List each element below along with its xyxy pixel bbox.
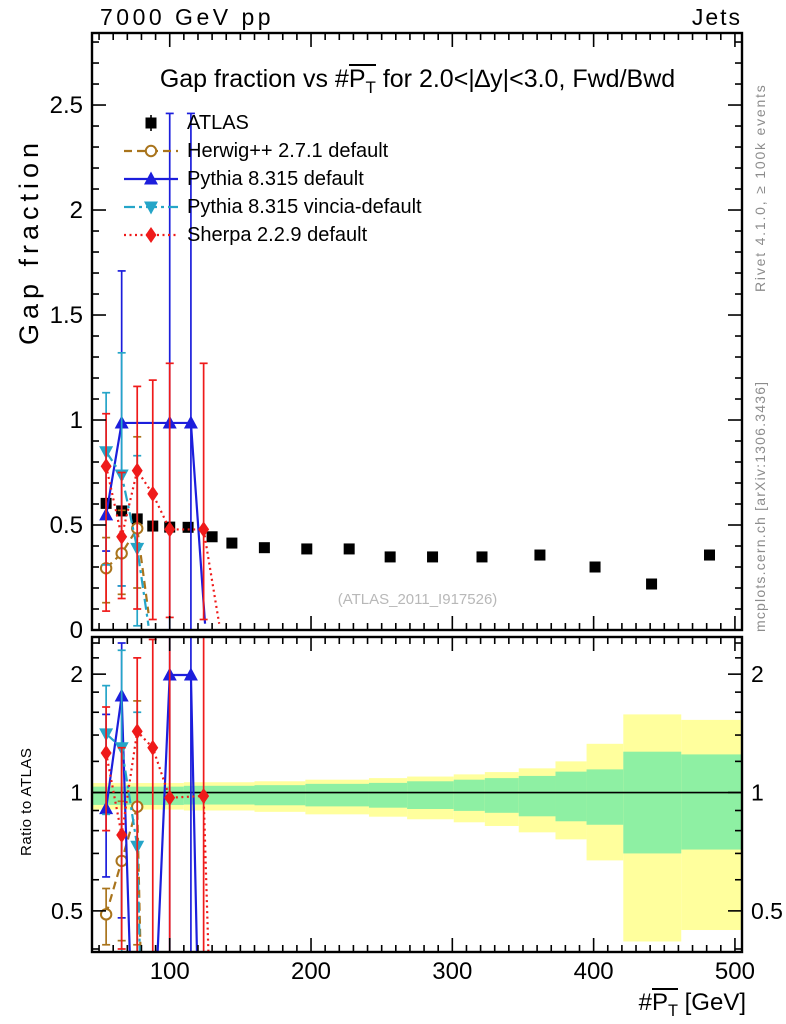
svg-text:400: 400 <box>574 958 614 985</box>
analysis-watermark: (ATLAS_2011_I917526) <box>337 591 498 608</box>
ratio-panel <box>90 635 744 954</box>
title-t-subscript: T <box>365 78 376 97</box>
title-p: P <box>348 65 366 93</box>
sherpa-marker-icon <box>124 227 178 243</box>
title-pre: Gap fraction vs # <box>159 65 349 93</box>
xlabel-pre: # <box>638 989 652 1016</box>
main-panel <box>90 31 744 632</box>
xlabel-p: P <box>651 989 668 1016</box>
header-analysis-group: Jets <box>691 4 742 30</box>
pythia-vincia-marker-icon <box>124 201 178 215</box>
svg-text:500: 500 <box>715 958 755 985</box>
svg-text:0.5: 0.5 <box>50 512 83 539</box>
legend-item-pythia-default: Pythia 8.315 default <box>123 165 422 193</box>
ratio-panel-content <box>93 638 741 951</box>
legend-item-herwig: Herwig++ 2.7.1 default <box>123 137 422 165</box>
uncertainty-bands <box>93 714 741 942</box>
series-ratio-sherpa <box>100 638 210 951</box>
svg-text:2: 2 <box>751 661 764 687</box>
legend-label-pythia-vincia: Pythia 8.315 vincia-default <box>187 195 422 218</box>
xlabel-t-subscript: T <box>668 1001 678 1020</box>
legend-label-herwig: Herwig++ 2.7.1 default <box>187 139 389 162</box>
ratio-panel-ticks <box>92 637 742 952</box>
svg-text:0.5: 0.5 <box>51 898 83 924</box>
atlas-marker-icon <box>145 115 157 131</box>
legend-item-pythia-vincia: Pythia 8.315 vincia-default <box>123 193 422 221</box>
ratio-y-axis-label: Ratio to ATLAS <box>18 747 35 856</box>
svg-text:100: 100 <box>150 958 190 985</box>
svg-text:2.5: 2.5 <box>50 92 83 119</box>
legend-label-atlas: ATLAS <box>187 111 249 134</box>
svg-text:200: 200 <box>291 958 331 985</box>
svg-text:0: 0 <box>70 617 83 644</box>
main-y-axis-label: Gap fraction <box>14 137 44 345</box>
svg-text:2: 2 <box>70 197 83 224</box>
pythia-default-marker-icon <box>124 171 178 185</box>
plot-title: Gap fraction vs #PT for 2.0<|∆y|<3.0, Fw… <box>93 64 742 97</box>
ratio-y-tick-labels: 2 2 1 1 0.5 0.5 <box>51 661 783 924</box>
svg-text:1: 1 <box>70 407 83 434</box>
svg-text:0.5: 0.5 <box>751 898 783 924</box>
svg-text:300: 300 <box>432 958 472 985</box>
svg-text:2: 2 <box>70 661 83 687</box>
x-axis-label: #PT [GeV] <box>639 988 746 1020</box>
svg-text:1.5: 1.5 <box>50 302 83 329</box>
xlabel-post: [GeV] <box>677 989 746 1016</box>
main-y-tick-labels: 0 0.5 1 1.5 2 2.5 <box>50 92 83 644</box>
title-pt-symbol: PT <box>348 64 376 97</box>
legend-item-atlas: ATLAS <box>123 109 422 137</box>
legend-label-pythia-default: Pythia 8.315 default <box>187 167 364 190</box>
legend-item-sherpa: Sherpa 2.2.9 default <box>123 221 422 249</box>
x-tick-labels: 100 200 300 400 500 <box>150 958 755 985</box>
legend-label-sherpa: Sherpa 2.2.9 default <box>187 223 368 246</box>
header-beam-energy: 7000 GeV pp <box>100 4 275 30</box>
credit-rivet-version: Rivet 4.1.0, ≥ 100k events <box>752 83 768 292</box>
legend: ATLAS Herwig++ 2.7.1 default Pythia 8.31… <box>123 109 422 249</box>
svg-text:1: 1 <box>70 780 83 806</box>
herwig-marker-icon <box>124 144 178 158</box>
xlabel-pt-symbol: PT <box>651 988 678 1020</box>
credit-mcplots-arxiv: mcplots.cern.ch [arXiv:1306.3436] <box>752 380 768 632</box>
title-post: for 2.0<|∆y|<3.0, Fwd/Bwd <box>375 65 676 93</box>
svg-text:1: 1 <box>751 780 764 806</box>
